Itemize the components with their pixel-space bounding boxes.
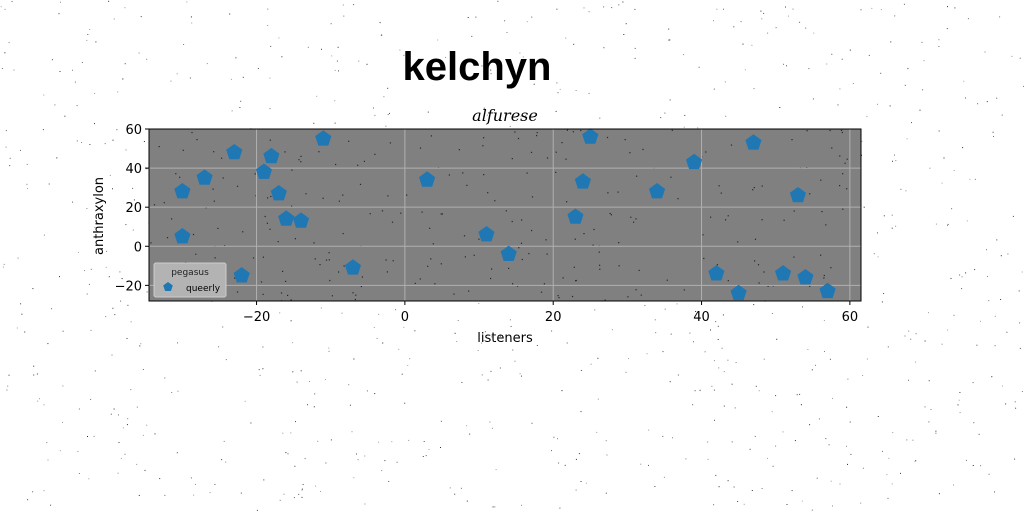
data-point-queerly (419, 171, 436, 187)
legend-box (153, 262, 227, 298)
data-point-queerly (500, 245, 517, 261)
data-point-queerly (270, 185, 287, 201)
data-point-queerly (582, 128, 599, 144)
legend: pegasus queerly (153, 262, 227, 298)
x-axis-label: listeners (477, 331, 533, 346)
data-point-queerly (649, 183, 666, 199)
data-point-queerly (567, 208, 584, 224)
data-points (174, 128, 836, 301)
data-point-queerly (708, 265, 725, 281)
x-tick-label: 0 (401, 310, 409, 325)
data-point-queerly (263, 147, 280, 164)
data-point-queerly (293, 212, 310, 228)
data-point-queerly (255, 163, 272, 179)
y-tick-label: 60 (125, 123, 142, 138)
plot-background (149, 129, 861, 301)
data-point-queerly (226, 144, 243, 160)
chart-title: alfurese (472, 106, 538, 125)
x-axis-ticks: −20 0 20 40 60 (243, 301, 858, 325)
y-axis-ticks: −20 0 20 40 60 (115, 123, 149, 294)
data-point-queerly (315, 130, 332, 146)
legend-marker-queerly (163, 282, 173, 291)
y-tick-label: 20 (125, 201, 142, 216)
data-point-queerly (819, 282, 836, 299)
plot-frame (148, 128, 862, 302)
data-point-queerly (745, 134, 762, 150)
data-point-queerly (233, 267, 250, 283)
data-point-queerly (278, 210, 295, 226)
x-tick-label: 60 (842, 310, 859, 325)
data-point-queerly (174, 228, 191, 244)
y-axis-label: anthraxylon (92, 177, 107, 255)
data-point-queerly (174, 183, 191, 199)
data-point-queerly (344, 259, 361, 275)
data-point-queerly (789, 187, 806, 203)
data-point-queerly (775, 265, 792, 281)
data-point-queerly (797, 269, 814, 285)
x-tick-label: 20 (545, 310, 562, 325)
data-point-queerly (574, 173, 591, 189)
data-point-queerly (196, 169, 213, 185)
figure-title: kelchyn (403, 45, 552, 89)
plot-noise-dots (150, 129, 862, 302)
x-tick-label: 40 (693, 310, 710, 325)
legend-title: pegasus (171, 268, 209, 278)
legend-label-queerly: queerly (186, 284, 221, 294)
y-tick-label: −20 (115, 279, 142, 294)
plot-area: −20 0 20 40 60 −20 0 20 40 60 (115, 123, 862, 325)
data-point-queerly (478, 226, 495, 242)
data-point-queerly (686, 153, 703, 170)
x-tick-label: −20 (243, 310, 270, 325)
y-tick-label: 0 (134, 240, 142, 255)
data-point-queerly (730, 284, 747, 301)
y-tick-label: 40 (125, 162, 142, 177)
